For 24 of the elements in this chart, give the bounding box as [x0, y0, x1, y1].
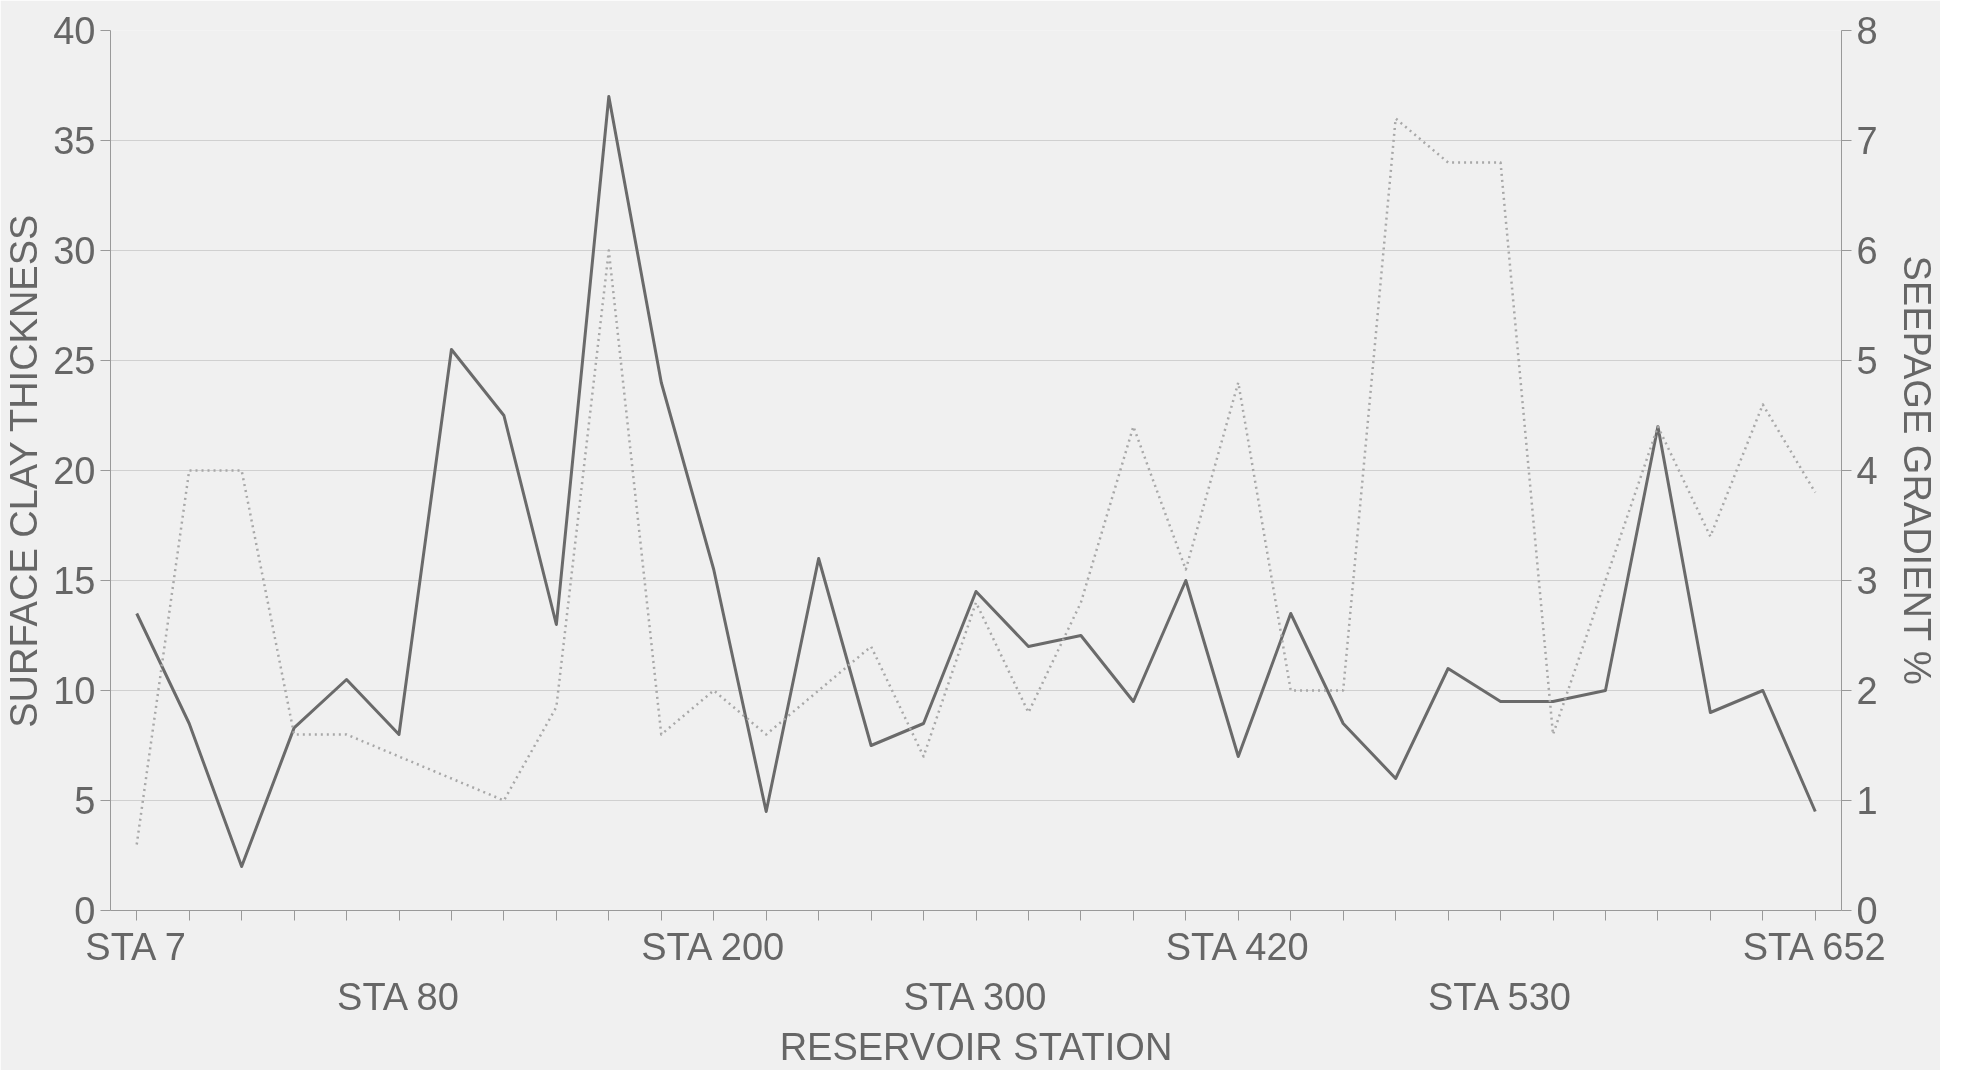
y-tick-label: 30 [53, 230, 96, 272]
y2-tick-label: 3 [1856, 560, 1878, 602]
x-tick-label: STA 80 [337, 975, 459, 1018]
y-tick-label: 15 [53, 560, 96, 602]
x-tick-label: STA 420 [1165, 925, 1309, 968]
y-axis-title: SURFACE CLAY THICKNESS [3, 214, 46, 728]
y2-tick-label: 2 [1856, 670, 1878, 712]
y-tick-label: 20 [53, 450, 96, 492]
y-tick-label: 5 [74, 780, 96, 822]
y-tick-label: 35 [53, 120, 96, 162]
y2-tick-label: 7 [1856, 120, 1878, 162]
y2-tick-label: 5 [1856, 340, 1878, 382]
y2-tick-label: 8 [1856, 10, 1878, 52]
y2-tick-label: 4 [1856, 450, 1878, 492]
y2-tick-label: 1 [1856, 780, 1878, 822]
y2-axis-title: SEEPAGE GRADIENT % [1895, 255, 1938, 685]
y-tick-label: 10 [53, 670, 96, 712]
x-tick-label: STA 530 [1428, 975, 1571, 1018]
x-tick-label: STA 200 [641, 925, 785, 968]
x-axis-title: RESERVOIR STATION [779, 1025, 1173, 1068]
y2-tick-label: 6 [1856, 230, 1878, 272]
x-tick-label: STA 300 [903, 975, 1047, 1018]
y-tick-label: 25 [53, 340, 96, 382]
y-tick-label: 40 [53, 10, 96, 52]
